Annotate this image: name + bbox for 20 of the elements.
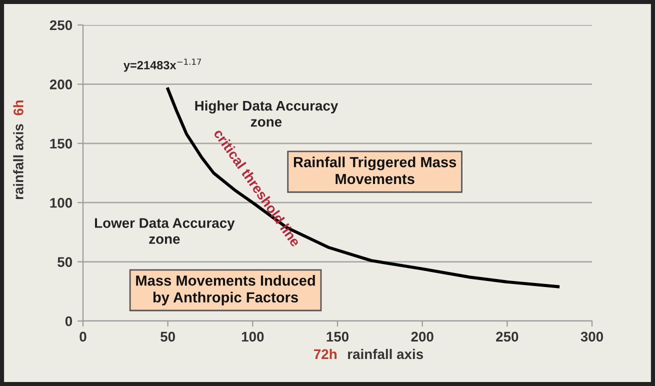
x-tick-label: 100 <box>242 332 264 342</box>
y-tick-label: 150 <box>50 138 72 149</box>
annotation: Higher Data Accuracy zone <box>195 100 338 127</box>
x-tick-label: 250 <box>496 332 518 342</box>
y-tick-label: 200 <box>50 80 72 90</box>
annotation: y=21483x$^{−1.17}$ <box>124 58 202 72</box>
x-axis-title: 72h rainfall axis <box>314 348 424 360</box>
y-tick-label: 50 <box>58 257 72 267</box>
x-tick-label: 50 <box>160 332 175 342</box>
y-axis-title: 6h rainfall axis <box>13 100 24 200</box>
x-tick-label: 150 <box>326 332 349 342</box>
y-tick-label: 250 <box>50 20 72 30</box>
annotation: Rainfall Triggered Mass Movements <box>294 156 456 184</box>
annotation: Lower Data Accuracy zone <box>95 218 235 244</box>
x-tick-label: 0 <box>80 332 86 342</box>
x-tick-label: 200 <box>411 332 434 342</box>
y-tick-label: 0 <box>65 316 72 326</box>
y-tick-label: 100 <box>50 198 72 208</box>
annotation: Mass Movements Induced by Anthropic Factors <box>136 275 315 306</box>
x-tick-label: 300 <box>580 332 604 342</box>
